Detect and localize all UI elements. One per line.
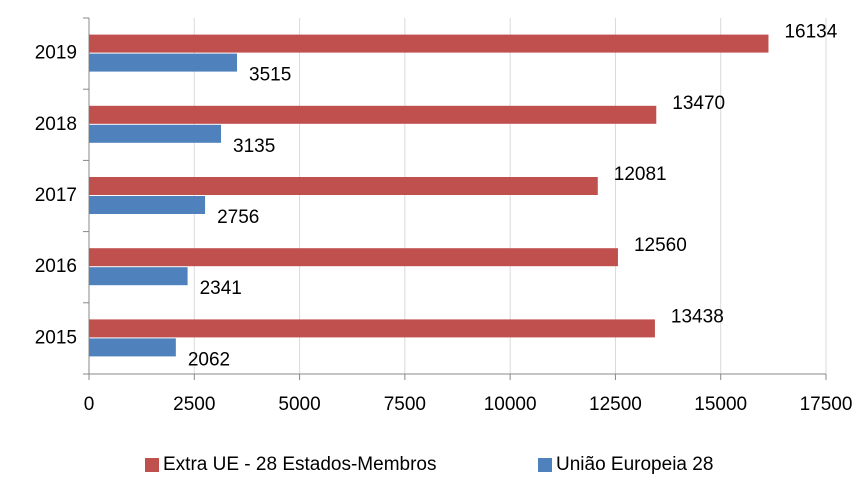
legend-label: União Europeia 28: [556, 454, 713, 475]
x-tick-label: 15000: [694, 394, 747, 415]
x-tick-label: 0: [84, 394, 95, 415]
bar: [89, 196, 206, 214]
x-tick-label: 7500: [384, 394, 426, 415]
x-tick-label: 17500: [800, 394, 853, 415]
y-tick-label: 2019: [35, 43, 77, 64]
x-tick-label: 5000: [278, 394, 320, 415]
data-label: 13470: [672, 93, 725, 114]
bar: [89, 248, 618, 267]
bar: [89, 53, 238, 72]
data-label: 2341: [200, 278, 242, 299]
bar: [89, 338, 176, 357]
data-label: 2062: [188, 349, 230, 370]
x-tick-label: 12500: [589, 394, 642, 415]
data-label: 12560: [634, 235, 687, 256]
bar: [89, 124, 222, 143]
bar: [89, 267, 188, 286]
data-label: 16134: [784, 22, 837, 43]
legend-swatch: [145, 458, 159, 472]
y-tick-label: 2017: [35, 185, 77, 206]
y-tick-label: 2015: [35, 327, 77, 348]
bar: [89, 105, 657, 124]
data-label: 3135: [233, 136, 275, 157]
data-label: 13438: [671, 306, 724, 327]
data-label: 3515: [249, 65, 291, 86]
y-tick-label: 2018: [35, 114, 77, 135]
legend-swatch: [538, 458, 552, 472]
data-label: 2756: [217, 207, 259, 228]
x-tick-label: 10000: [484, 394, 537, 415]
bar: [89, 34, 769, 53]
legend-label: Extra UE - 28 Estados-Membros: [163, 454, 436, 475]
data-label: 12081: [614, 164, 667, 185]
bar: [89, 177, 598, 195]
y-tick-label: 2016: [35, 256, 77, 277]
bar: [89, 319, 655, 338]
x-tick-label: 2500: [173, 394, 215, 415]
